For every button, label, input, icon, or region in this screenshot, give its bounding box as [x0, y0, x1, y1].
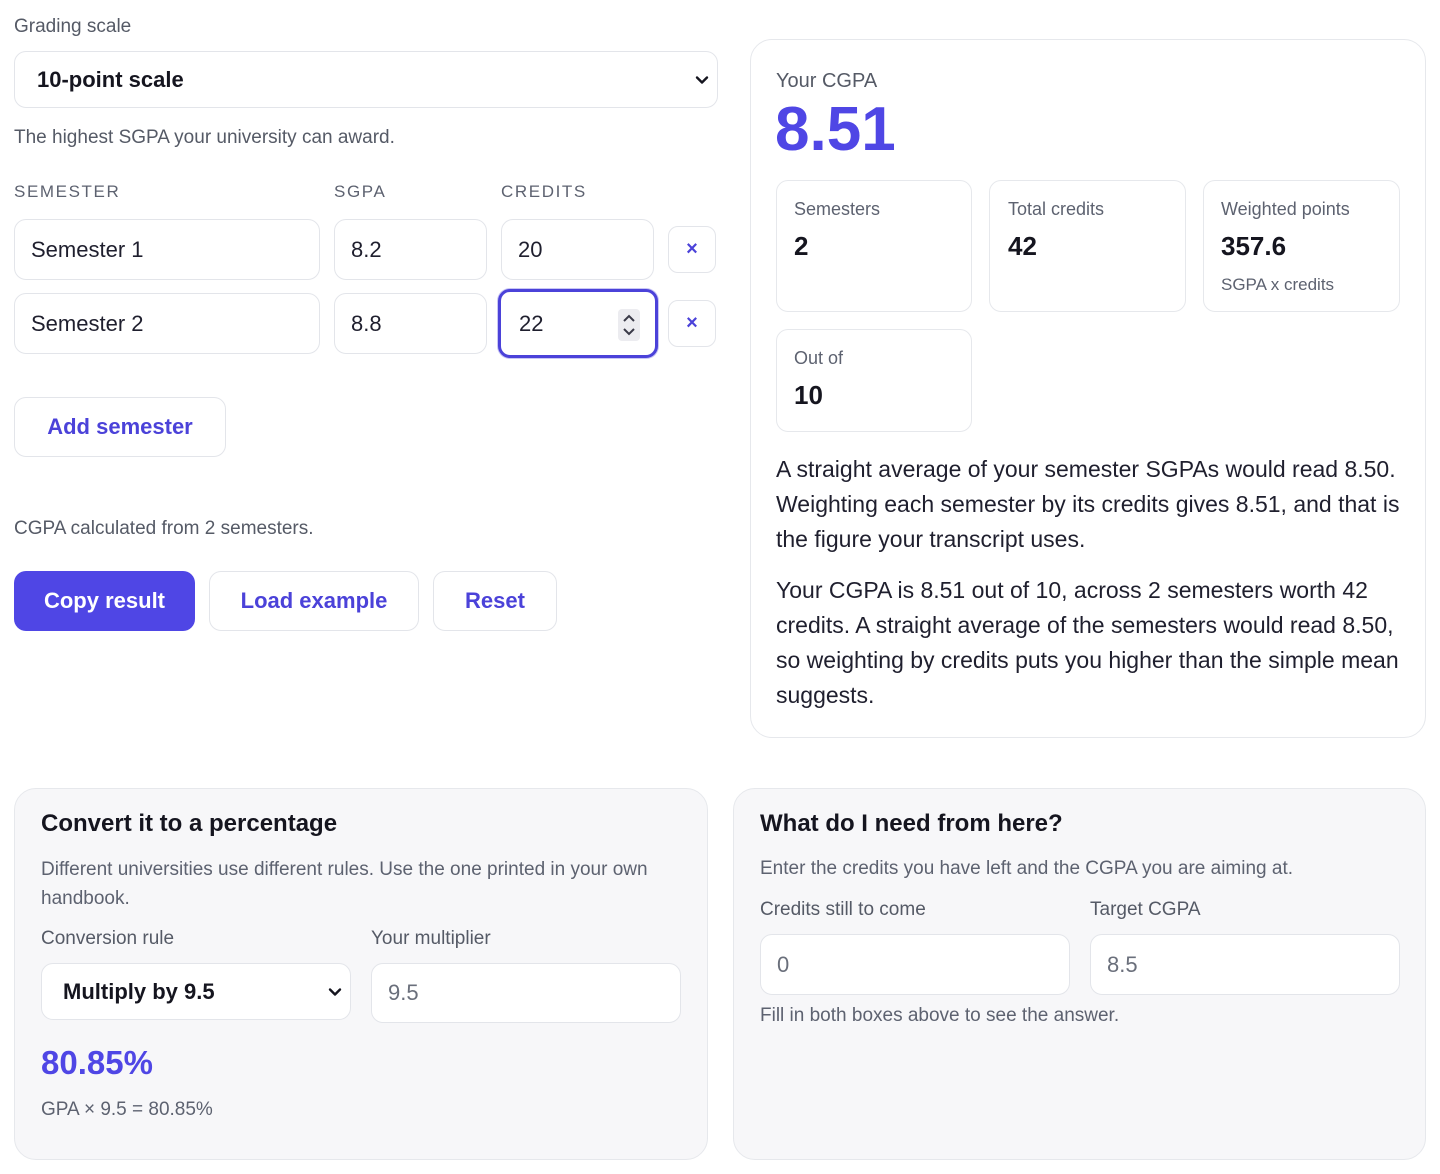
stat-weighted-points: Weighted points 357.6 SGPA x credits	[1203, 180, 1400, 312]
sgpa-value: 8.2	[351, 236, 382, 262]
remove-semester-button[interactable]: ×	[668, 226, 716, 273]
close-icon: ×	[686, 238, 698, 260]
column-header-sgpa: SGPA	[334, 182, 387, 201]
grading-scale-value: 10-point scale	[37, 66, 184, 92]
sgpa-input[interactable]: 8.2	[334, 219, 487, 280]
target-cgpa-value: 8.5	[1107, 951, 1138, 977]
credits-value: 22	[519, 310, 544, 336]
column-header-credits: CREDITS	[501, 182, 587, 201]
target-cgpa-input[interactable]: 8.5	[1090, 934, 1400, 995]
sgpa-input[interactable]: 8.8	[334, 293, 487, 354]
sgpa-value: 8.8	[351, 310, 382, 336]
chevron-down-icon	[328, 987, 342, 996]
stat-value: 357.6	[1221, 231, 1287, 261]
stat-label: Weighted points	[1221, 199, 1350, 219]
column-header-semester: SEMESTER	[14, 182, 121, 201]
load-example-button[interactable]: Load example	[209, 571, 419, 631]
stat-label: Total credits	[1008, 199, 1105, 219]
stat-value: 42	[1008, 231, 1037, 261]
grading-scale-label: Grading scale	[14, 16, 132, 37]
credits-to-come-input[interactable]: 0	[760, 934, 1070, 995]
stat-label: Out of	[794, 348, 844, 368]
multiplier-label: Your multiplier	[371, 928, 491, 949]
conversion-rule-label: Conversion rule	[41, 928, 175, 949]
stepper-icon[interactable]	[618, 309, 640, 341]
semester-name-value: Semester 1	[31, 236, 144, 262]
stat-value: 2	[794, 231, 809, 261]
grading-scale-select[interactable]: 10-point scale	[14, 51, 718, 108]
reset-button[interactable]: Reset	[433, 571, 557, 631]
calculation-status: CGPA calculated from 2 semesters.	[14, 518, 314, 539]
result-summary: Your CGPA is 8.51 out of 10, across 2 se…	[776, 577, 1399, 708]
percentage-title: Convert it to a percentage	[41, 810, 338, 837]
credits-input[interactable]: 20	[501, 219, 654, 280]
percentage-formula: GPA × 9.5 = 80.85%	[41, 1099, 213, 1120]
credits-to-come-label: Credits still to come	[760, 899, 926, 920]
cgpa-value: 8.51	[775, 95, 896, 164]
credits-value: 20	[518, 236, 543, 262]
percentage-description: Different universities use different rul…	[41, 859, 648, 909]
target-cgpa-label: Target CGPA	[1090, 899, 1201, 920]
add-semester-button[interactable]: Add semester	[14, 397, 226, 457]
copy-result-button[interactable]: Copy result	[14, 571, 195, 631]
grading-scale-help: The highest SGPA your university can awa…	[14, 127, 395, 148]
close-icon: ×	[686, 312, 698, 334]
multiplier-value: 9.5	[388, 980, 419, 1005]
stat-semesters: Semesters 2	[776, 180, 972, 312]
stat-total-credits: Total credits 42	[989, 180, 1186, 312]
target-description: Enter the credits you have left and the …	[760, 858, 1294, 879]
remove-semester-button[interactable]: ×	[668, 300, 716, 347]
result-explanation: A straight average of your semester SGPA…	[776, 456, 1400, 552]
target-hint: Fill in both boxes above to see the answ…	[760, 1005, 1120, 1026]
cgpa-label: Your CGPA	[776, 70, 878, 92]
percentage-result: 80.85%	[41, 1044, 153, 1081]
target-title: What do I need from here?	[760, 810, 1063, 837]
semester-name-input[interactable]: Semester 2	[14, 293, 320, 354]
credits-input[interactable]: 22	[498, 289, 658, 358]
credits-to-come-value: 0	[777, 951, 790, 977]
multiplier-input[interactable]: 9.5	[371, 963, 681, 1023]
stat-out-of: Out of 10	[776, 329, 972, 432]
chevron-down-icon	[695, 75, 709, 84]
percentage-panel: Convert it to a percentage Different uni…	[14, 788, 708, 1160]
semester-name-input[interactable]: Semester 1	[14, 219, 320, 280]
stat-value: 10	[794, 380, 823, 410]
result-card: Your CGPA 8.51 Semesters 2 Total credits…	[750, 39, 1426, 738]
semester-name-value: Semester 2	[31, 310, 144, 336]
stat-label: Semesters	[794, 199, 881, 219]
target-panel: What do I need from here? Enter the cred…	[733, 788, 1426, 1160]
stat-sub: SGPA x credits	[1221, 275, 1335, 294]
conversion-rule-value: Multiply by 9.5	[63, 978, 215, 1004]
conversion-rule-select[interactable]: Multiply by 9.5	[41, 963, 351, 1020]
